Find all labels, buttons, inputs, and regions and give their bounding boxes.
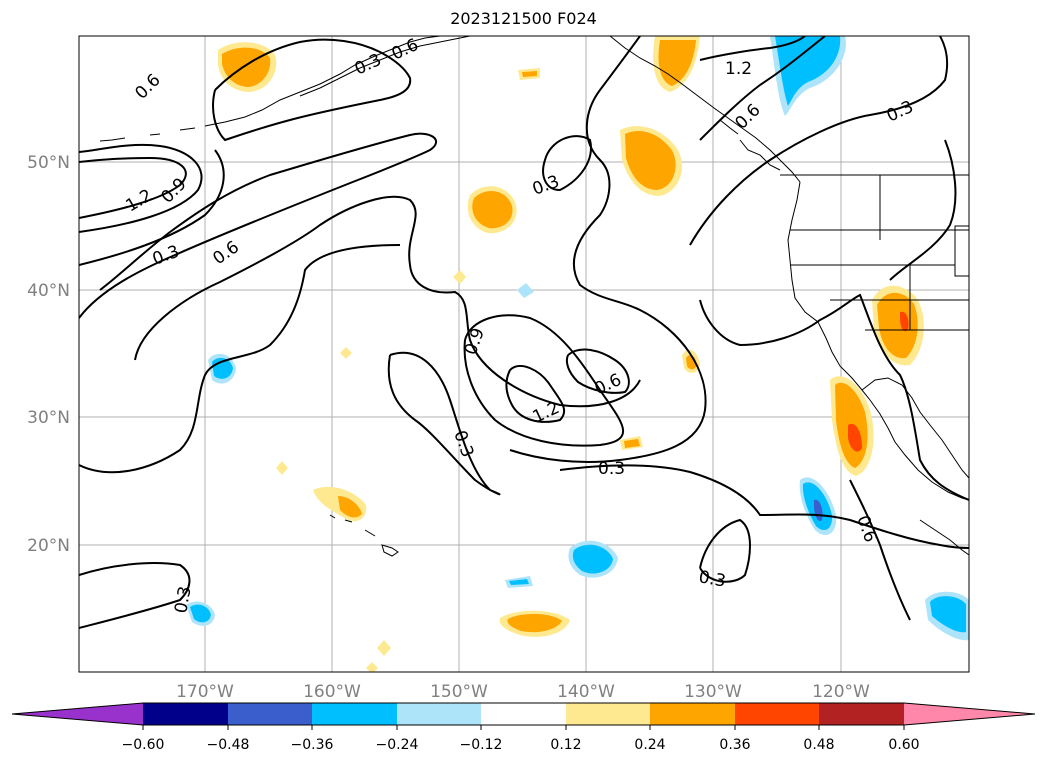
alaska-coast	[609, 36, 801, 183]
contour-0p3-east-loop	[699, 518, 751, 583]
contour-label: 0.3	[598, 459, 625, 479]
colorbar-tick-label: 0.60	[888, 737, 919, 753]
contours	[79, 36, 969, 629]
negative-patches	[186, 36, 969, 641]
lon-label: 150°W	[430, 682, 488, 702]
colorbar-segment	[143, 703, 228, 725]
lat-label: 40°N	[27, 281, 70, 301]
coastlines	[99, 36, 969, 557]
colorbar-tick-label: −0.12	[460, 737, 503, 753]
lat-label: 30°N	[27, 408, 70, 428]
contour-label: 1.2	[725, 59, 752, 79]
lat-label: 50°N	[27, 153, 70, 173]
alaska-peninsula	[299, 36, 471, 97]
contour-0p6-ne	[699, 36, 826, 141]
aleutian-chain	[99, 36, 441, 142]
hawaii-islands	[329, 514, 399, 557]
patch-dot-150w	[453, 270, 466, 284]
patch-dot-159w	[340, 347, 352, 359]
contour-1p2-loop	[505, 365, 566, 423]
colorbar-segment	[566, 703, 650, 725]
contour-0p3-gulf	[542, 135, 592, 192]
patch-dot-156w	[377, 640, 391, 656]
patch-dot-164w	[276, 461, 288, 475]
colorbar-segment	[397, 703, 481, 725]
mexico-coast	[919, 519, 969, 556]
colorbar-tick-label: 0.48	[803, 737, 834, 753]
lon-label: 130°W	[684, 682, 742, 702]
contour-0p3-inland	[889, 139, 957, 281]
colorbar-tick-label: 0.36	[719, 737, 750, 753]
lon-label: 160°W	[303, 682, 361, 702]
contour-0p3-loop	[387, 351, 501, 496]
baja-coast	[861, 377, 969, 479]
colorbar-segment	[650, 703, 735, 725]
contour-1p2-west	[79, 156, 187, 219]
west-coast	[787, 181, 969, 501]
state-lines	[790, 175, 969, 331]
contour-0p6-coast	[699, 293, 969, 501]
contour-0p6-pac-nw	[509, 36, 707, 463]
contour-label: 0.3	[697, 567, 727, 591]
contour-0p3-south	[79, 244, 401, 474]
colorbar-tick-label: 0.24	[634, 737, 665, 753]
patch-neg-42n-145w	[517, 283, 534, 298]
map-frame	[78, 35, 970, 673]
colorbar-extend-left	[12, 703, 143, 725]
colorbar-segment	[481, 703, 566, 725]
contour-0p3-ne	[689, 36, 949, 246]
contour-0p3-sw	[79, 562, 191, 629]
lat-axis: 50°N 40°N 30°N 20°N	[27, 153, 70, 556]
lon-label: 120°W	[812, 682, 870, 702]
contour-0p9-west	[79, 143, 203, 233]
colorbar-segment	[228, 703, 312, 725]
colorbar-tick-label: −0.24	[376, 737, 419, 753]
contour-label: 0.3	[171, 585, 195, 615]
lon-label: 140°W	[557, 682, 615, 702]
lat-label: 20°N	[27, 536, 70, 556]
map-area	[79, 36, 969, 672]
patch-dot-158w	[366, 662, 378, 672]
contour-0p9-loop	[463, 314, 624, 447]
contour-0p3-big	[134, 195, 641, 408]
colorbar-tick-label: −0.36	[291, 737, 334, 753]
colorbar-tick-label: −0.60	[122, 737, 165, 753]
bc-islands	[719, 119, 781, 171]
contour-0p3-aleutian-box	[212, 38, 412, 142]
contour-0p6-south	[849, 479, 911, 621]
colorbar-tick-label: −0.48	[207, 737, 250, 753]
colorbar-segment	[312, 703, 397, 725]
contour-0p6-loop	[565, 348, 630, 394]
lon-axis: 170°W 160°W 150°W 140°W 130°W 120°W	[176, 682, 870, 702]
colorbar-extend-right	[904, 703, 1035, 725]
colorbar-tick-label: 0.12	[550, 737, 581, 753]
colorbar-segment	[735, 703, 819, 725]
colorbar-segment	[819, 703, 904, 725]
contour-0p3-west	[79, 149, 225, 266]
lon-label: 170°W	[176, 682, 234, 702]
contour-1p2-ne	[699, 36, 806, 61]
contour-0p6-main	[79, 132, 438, 319]
colorbar: −0.60 −0.48 −0.36 −0.24 −0.12 0.12 0.24 …	[11, 702, 1036, 753]
contour-0p3-lower	[559, 464, 969, 549]
map-title: 2023121500 F024	[450, 9, 597, 28]
